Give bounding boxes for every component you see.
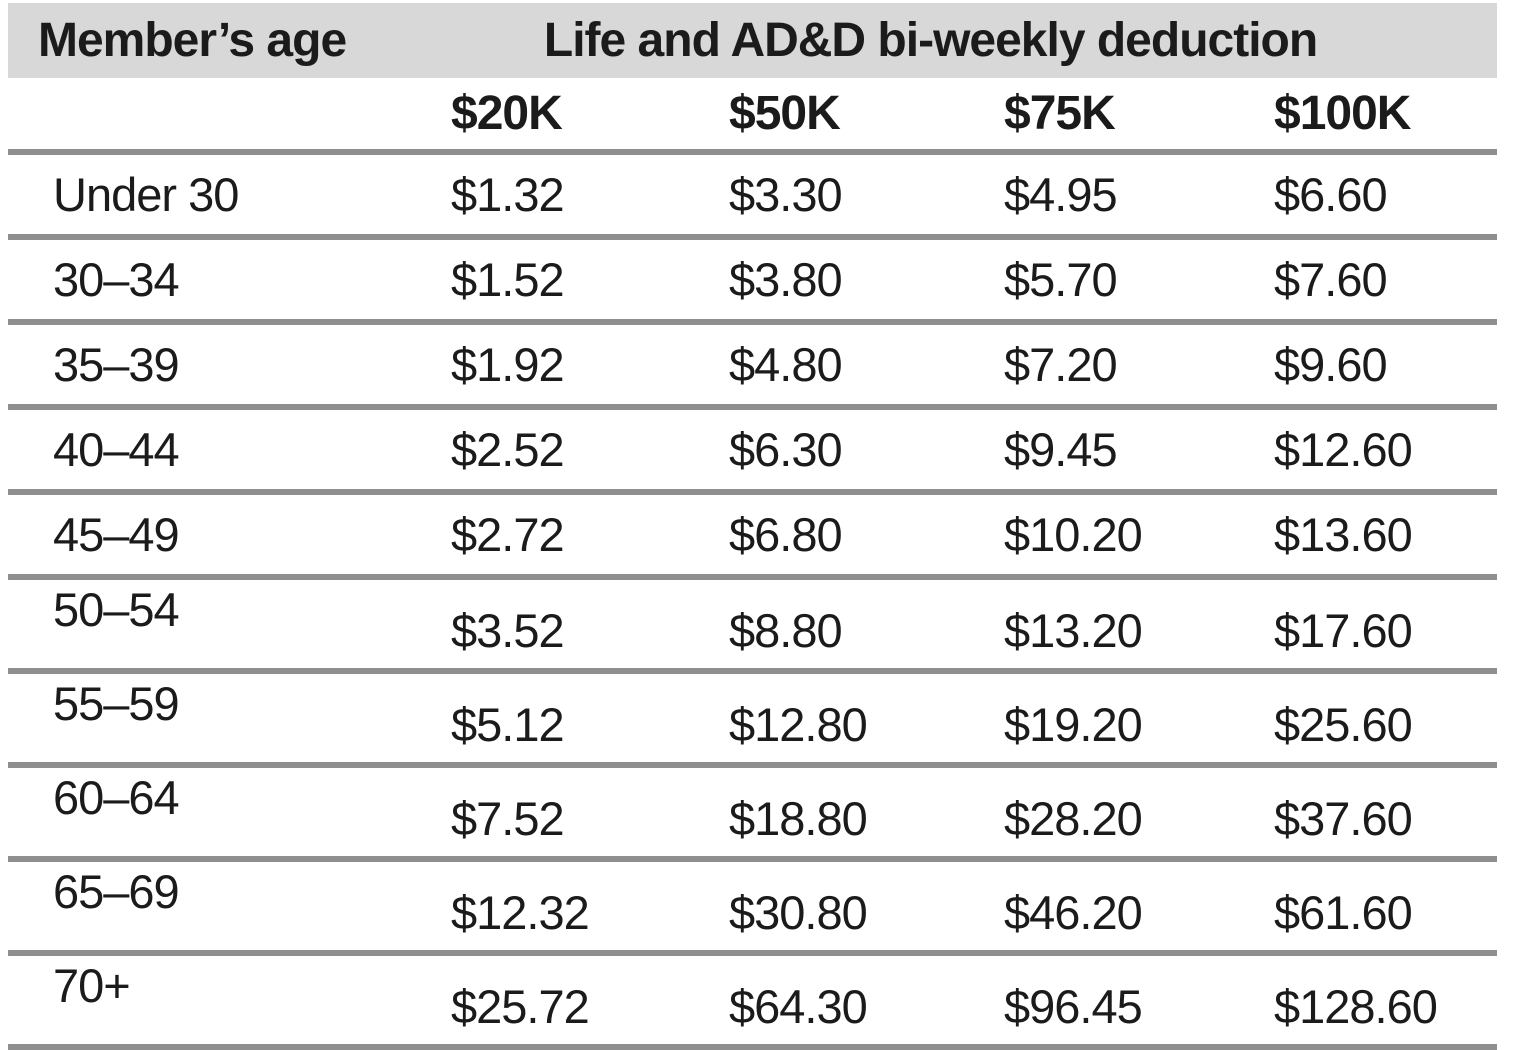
amount-header-100k: $100K <box>1246 78 1498 155</box>
value-cell: $5.12 <box>423 671 701 768</box>
value-cell: $9.60 <box>1246 322 1498 410</box>
value-cell: $12.32 <box>423 859 701 956</box>
table-row: 40–44 $2.52 $6.30 $9.45 $12.60 <box>8 407 1498 495</box>
value-cell: $46.20 <box>976 859 1246 956</box>
value-cell: $5.70 <box>976 237 1246 325</box>
table-row: 65–69 $12.32 $30.80 $46.20 $61.60 <box>8 859 1498 956</box>
value-cell: $17.60 <box>1246 577 1498 674</box>
value-cell: $1.92 <box>423 322 701 410</box>
value-cell: $6.80 <box>701 492 976 580</box>
value-cell: $61.60 <box>1246 859 1498 956</box>
value-cell: $6.60 <box>1246 152 1498 240</box>
age-cell: 55–59 <box>8 671 423 768</box>
value-cell: $1.52 <box>423 237 701 325</box>
value-cell: $8.80 <box>701 577 976 674</box>
value-cell: $9.45 <box>976 407 1246 495</box>
rates-table-container: Member’s age Life and AD&D bi-weekly ded… <box>8 3 1498 1050</box>
amount-header-20k: $20K <box>423 78 701 155</box>
table-row: 70+ $25.72 $64.30 $96.45 $128.60 <box>8 953 1498 1050</box>
header-group-row: Member’s age Life and AD&D bi-weekly ded… <box>8 3 1498 78</box>
value-cell: $1.32 <box>423 152 701 240</box>
value-cell: $37.60 <box>1246 765 1498 862</box>
table-row: 45–49 $2.72 $6.80 $10.20 $13.60 <box>8 492 1498 580</box>
age-cell: 45–49 <box>8 492 423 580</box>
deduction-group-header: Life and AD&D bi-weekly deduction <box>423 3 1498 78</box>
age-cell: 65–69 <box>8 859 423 956</box>
age-cell: 60–64 <box>8 765 423 862</box>
amount-header-50k: $50K <box>701 78 976 155</box>
value-cell: $12.80 <box>701 671 976 768</box>
table-body: Under 30 $1.32 $3.30 $4.95 $6.60 30–34 $… <box>8 152 1498 1050</box>
age-cell: 40–44 <box>8 407 423 495</box>
value-cell: $4.80 <box>701 322 976 410</box>
value-cell: $3.52 <box>423 577 701 674</box>
value-cell: $2.52 <box>423 407 701 495</box>
table-row: 50–54 $3.52 $8.80 $13.20 $17.60 <box>8 577 1498 674</box>
age-cell: Under 30 <box>8 152 423 240</box>
table-header: Member’s age Life and AD&D bi-weekly ded… <box>8 3 1498 155</box>
value-cell: $7.60 <box>1246 237 1498 325</box>
age-cell: 30–34 <box>8 237 423 325</box>
table-row: 30–34 $1.52 $3.80 $5.70 $7.60 <box>8 237 1498 325</box>
value-cell: $96.45 <box>976 953 1246 1050</box>
life-add-deduction-table: Member’s age Life and AD&D bi-weekly ded… <box>8 3 1498 1050</box>
value-cell: $3.80 <box>701 237 976 325</box>
amount-header-75k: $75K <box>976 78 1246 155</box>
value-cell: $4.95 <box>976 152 1246 240</box>
age-cell: 35–39 <box>8 322 423 410</box>
value-cell: $7.20 <box>976 322 1246 410</box>
value-cell: $13.60 <box>1246 492 1498 580</box>
value-cell: $2.72 <box>423 492 701 580</box>
table-row: Under 30 $1.32 $3.30 $4.95 $6.60 <box>8 152 1498 240</box>
members-age-header: Member’s age <box>8 3 423 78</box>
value-cell: $28.20 <box>976 765 1246 862</box>
value-cell: $3.30 <box>701 152 976 240</box>
age-cell: 70+ <box>8 953 423 1050</box>
header-amounts-row: $20K $50K $75K $100K <box>8 78 1498 155</box>
table-row: 55–59 $5.12 $12.80 $19.20 $25.60 <box>8 671 1498 768</box>
value-cell: $19.20 <box>976 671 1246 768</box>
value-cell: $25.72 <box>423 953 701 1050</box>
value-cell: $128.60 <box>1246 953 1498 1050</box>
value-cell: $64.30 <box>701 953 976 1050</box>
value-cell: $12.60 <box>1246 407 1498 495</box>
value-cell: $30.80 <box>701 859 976 956</box>
table-row: 60–64 $7.52 $18.80 $28.20 $37.60 <box>8 765 1498 862</box>
value-cell: $10.20 <box>976 492 1246 580</box>
value-cell: $7.52 <box>423 765 701 862</box>
value-cell: $13.20 <box>976 577 1246 674</box>
age-cell: 50–54 <box>8 577 423 674</box>
value-cell: $25.60 <box>1246 671 1498 768</box>
value-cell: $6.30 <box>701 407 976 495</box>
value-cell: $18.80 <box>701 765 976 862</box>
blank-header-cell <box>8 78 423 155</box>
table-row: 35–39 $1.92 $4.80 $7.20 $9.60 <box>8 322 1498 410</box>
